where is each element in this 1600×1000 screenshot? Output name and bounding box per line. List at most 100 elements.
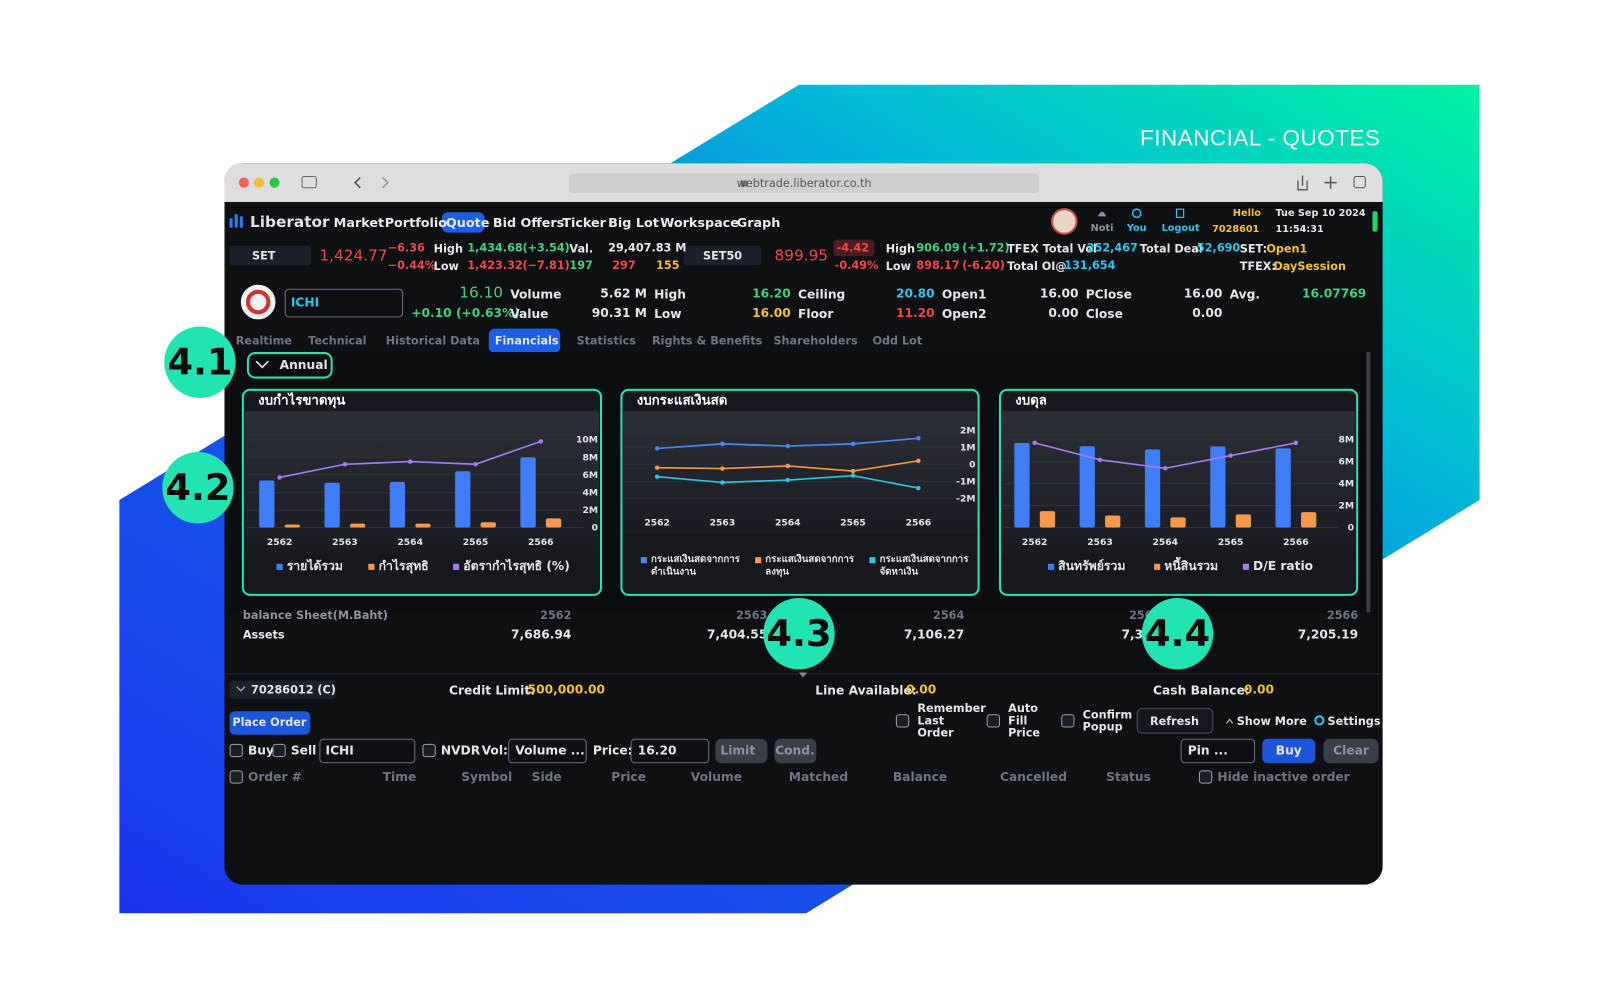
line-point [342, 462, 348, 467]
bar [1275, 448, 1291, 528]
x-tick-label: 2564 [397, 537, 423, 548]
price-type-text[interactable]: Limit [720, 743, 756, 758]
url-bar[interactable] [569, 173, 1039, 193]
menu-item[interactable]: Market [333, 214, 385, 231]
period[interactable]: Annual [279, 357, 328, 372]
buy-button-text[interactable]: Buy [1275, 743, 1302, 758]
refresh[interactable]: Refresh [1149, 714, 1199, 729]
line-point [785, 463, 790, 469]
checkbox[interactable] [1198, 770, 1213, 784]
checkbox[interactable] [1061, 714, 1075, 728]
period-dropdown[interactable] [246, 352, 333, 379]
tfex-total-deal: 52,690 [1196, 241, 1241, 255]
option-label[interactable]: Auto Fill Price [1008, 702, 1041, 740]
index-dropdown[interactable] [683, 245, 762, 266]
tab[interactable]: Shareholders [773, 334, 858, 348]
checkbox[interactable] [895, 714, 910, 728]
pin-select[interactable] [1180, 738, 1256, 764]
checkbox[interactable] [272, 743, 286, 758]
logout[interactable]: Logout [1161, 222, 1200, 235]
menu-item[interactable]: Graph [736, 214, 781, 231]
bar [1210, 446, 1226, 528]
account[interactable]: 70286012 (C) [251, 683, 336, 697]
tab[interactable]: Odd Lot [872, 334, 923, 348]
noti[interactable]: Noti [1090, 222, 1114, 235]
refresh-button[interactable] [1136, 708, 1214, 734]
volume-placeholder[interactable]: Volume ... [515, 743, 585, 758]
symbol-input[interactable] [284, 288, 404, 318]
active-tab-pill [488, 328, 561, 354]
line-point [850, 468, 856, 474]
x-tick-label: 2566 [1283, 537, 1309, 548]
place-order-tab[interactable] [229, 711, 311, 735]
legend-swatch [869, 557, 876, 564]
clear-button[interactable] [1323, 738, 1379, 764]
hide-inactive[interactable]: Hide inactive order [1217, 769, 1350, 785]
option-label[interactable]: Confirm Popup [1082, 708, 1133, 734]
condition-button[interactable] [774, 738, 817, 764]
table-cell: 7,205.19 [1297, 627, 1359, 642]
price-input-text[interactable]: 16.20 [637, 743, 677, 758]
price-type[interactable] [715, 738, 768, 764]
checkbox[interactable] [229, 743, 243, 758]
field-label: Low [654, 306, 682, 321]
column-header[interactable]: Status [1106, 769, 1151, 785]
settings[interactable]: Settings [1327, 714, 1381, 729]
label: High [433, 242, 463, 256]
tab[interactable]: Realtime [235, 334, 292, 348]
account-dropdown[interactable] [229, 680, 336, 699]
clear-button-text[interactable]: Clear [1333, 743, 1369, 758]
logo-bar [239, 216, 243, 228]
symbol-input-text[interactable]: ICHI [325, 743, 354, 758]
logo-bar [229, 218, 233, 228]
column-header[interactable]: Matched [788, 769, 849, 785]
option-label[interactable]: Remember Last Order [917, 702, 986, 740]
column-header[interactable]: Balance [892, 769, 948, 785]
column-header[interactable]: Side [531, 769, 562, 785]
column-header[interactable]: Time [382, 769, 417, 785]
tab[interactable]: Rights & Benefits [652, 334, 763, 348]
you[interactable]: You [1126, 222, 1147, 235]
tab[interactable]: Technical [308, 334, 367, 348]
menu-item[interactable]: Quote [445, 214, 490, 231]
field-label: High [654, 287, 687, 302]
label: Line Available: [815, 683, 917, 698]
symbol[interactable]: ICHI [290, 295, 320, 310]
buy-label[interactable]: Buy [247, 743, 274, 758]
tab[interactable]: Financials [494, 334, 559, 348]
line-point [720, 480, 725, 485]
new-tab-icon [1353, 176, 1366, 189]
pin[interactable]: Pin ... [1187, 743, 1228, 758]
index-dropdown[interactable] [229, 245, 312, 266]
show-more[interactable]: Show More [1236, 714, 1307, 729]
place-order[interactable]: Place Order [232, 715, 307, 730]
checkbox[interactable] [229, 770, 243, 784]
checkbox[interactable] [986, 714, 1000, 728]
declines: 297 [612, 258, 636, 272]
buy-button[interactable] [1262, 738, 1316, 764]
menu-item[interactable]: Big Lot [608, 214, 659, 231]
column-header[interactable]: Price [611, 769, 646, 785]
index-high: 1,434.68 [467, 241, 523, 255]
tab[interactable]: Statistics [576, 334, 636, 348]
sell-label[interactable]: Sell [290, 743, 317, 758]
menu-item[interactable]: Workspace [660, 214, 739, 231]
checkbox[interactable] [422, 743, 436, 758]
column-header[interactable]: Volume [690, 769, 743, 785]
line-point [1293, 440, 1299, 446]
symbol-input[interactable] [319, 738, 416, 764]
menu-item[interactable]: Ticker [562, 214, 606, 231]
condition[interactable]: Cond. [775, 743, 815, 758]
column-header[interactable]: Cancelled [999, 769, 1067, 785]
banner-title: FINANCIAL - QUOTES [1140, 124, 1381, 151]
column-header[interactable]: Symbol [461, 769, 513, 785]
volume-input[interactable] [508, 738, 587, 764]
bar [1235, 514, 1252, 528]
column-header[interactable]: Order # [247, 769, 303, 785]
price-input[interactable] [630, 738, 710, 764]
nvdr-label[interactable]: NVDR [440, 743, 481, 758]
y-tick-label: 10M [576, 435, 598, 446]
tab[interactable]: Historical Data [385, 334, 480, 348]
menu-item[interactable]: Bid Offers [492, 214, 565, 231]
menu-item[interactable]: Portfolio [384, 214, 448, 231]
